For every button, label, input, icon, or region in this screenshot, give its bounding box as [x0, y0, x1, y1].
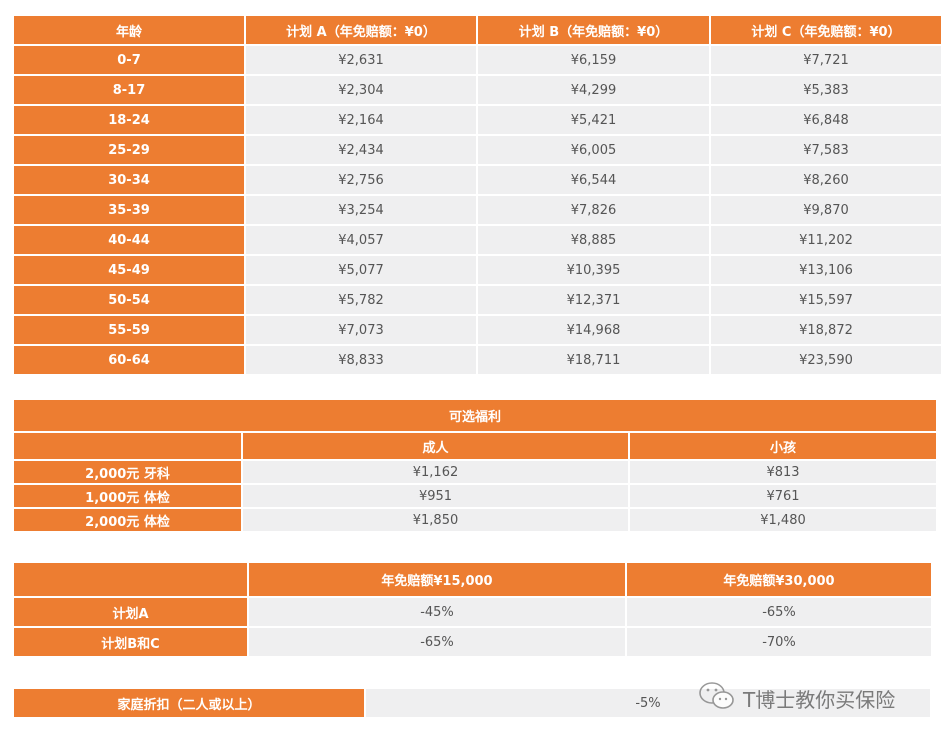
table-cell: ¥6,848: [711, 106, 941, 134]
table-cell: ¥11,202: [711, 226, 941, 254]
family-discount-table: 家庭折扣（二人或以上） -5%: [12, 687, 932, 719]
table-cell: ¥4,057: [246, 226, 476, 254]
table-cell: ¥1,480: [630, 509, 937, 531]
table-cell: ¥1,850: [243, 509, 628, 531]
table-cell: -65%: [627, 598, 931, 626]
table-cell: ¥5,383: [711, 76, 941, 104]
row-label: 0-7: [14, 46, 244, 74]
table-row: 40-44 ¥4,057 ¥8,885 ¥11,202: [14, 226, 941, 254]
table-cell: ¥5,421: [478, 106, 709, 134]
watermark: T博士教你买保险: [697, 680, 895, 717]
wechat-icon: [697, 680, 737, 717]
table-cell: ¥951: [243, 485, 628, 507]
table-cell: ¥3,254: [246, 196, 476, 224]
table-row: 18-24 ¥2,164 ¥5,421 ¥6,848: [14, 106, 941, 134]
column-header: 计划 C（年免赔额：¥0）: [711, 16, 941, 44]
table-row: 2,000元 牙科 ¥1,162 ¥813: [14, 461, 937, 483]
table-cell: ¥813: [630, 461, 937, 483]
header-row: 年龄 计划 A（年免赔额：¥0） 计划 B（年免赔额：¥0） 计划 C（年免赔额：¥0…: [14, 16, 941, 44]
row-label: 2,000元 体检: [14, 509, 241, 531]
deductible-discount-table: 年免赔额¥15,000 年免赔额¥30,000 计划A -45% -65% 计划B和C -6…: [12, 561, 933, 658]
column-header: 计划 B（年免赔额：¥0）: [478, 16, 709, 44]
table-cell: ¥9,870: [711, 196, 941, 224]
column-header: 小孩: [630, 433, 937, 459]
table-cell: ¥7,073: [246, 316, 476, 344]
column-header: [14, 563, 247, 596]
table-row: 60-64 ¥8,833 ¥18,711 ¥23,590: [14, 346, 941, 374]
table-row: 计划B和C -65% -70%: [14, 628, 931, 656]
column-header: 计划 A（年免赔额：¥0）: [246, 16, 476, 44]
table-cell: ¥4,299: [478, 76, 709, 104]
row-label: 35-39: [14, 196, 244, 224]
table-cell: ¥2,631: [246, 46, 476, 74]
table-cell: ¥12,371: [478, 286, 709, 314]
table-row: 30-34 ¥2,756 ¥6,544 ¥8,260: [14, 166, 941, 194]
column-header: [14, 433, 241, 459]
table-cell: ¥10,395: [478, 256, 709, 284]
column-header: 年免赔额¥15,000: [249, 563, 625, 596]
table-cell: -65%: [249, 628, 625, 656]
table-cell: ¥2,164: [246, 106, 476, 134]
row-label: 50-54: [14, 286, 244, 314]
table-cell: ¥13,106: [711, 256, 941, 284]
row-label: 1,000元 体检: [14, 485, 241, 507]
table-row: 35-39 ¥3,254 ¥7,826 ¥9,870: [14, 196, 941, 224]
row-label: 8-17: [14, 76, 244, 104]
table-cell: ¥1,162: [243, 461, 628, 483]
table-cell: ¥2,434: [246, 136, 476, 164]
table-cell: ¥761: [630, 485, 937, 507]
table-cell: ¥8,833: [246, 346, 476, 374]
table-cell: ¥5,077: [246, 256, 476, 284]
table-row: 8-17 ¥2,304 ¥4,299 ¥5,383: [14, 76, 941, 104]
table-cell: ¥8,260: [711, 166, 941, 194]
table-cell: ¥8,885: [478, 226, 709, 254]
table-cell: ¥15,597: [711, 286, 941, 314]
row-label: 计划A: [14, 598, 247, 626]
table-cell: ¥6,544: [478, 166, 709, 194]
table-cell: ¥23,590: [711, 346, 941, 374]
watermark-text: T博士教你买保险: [743, 688, 896, 712]
row-label: 40-44: [14, 226, 244, 254]
row-label: 2,000元 牙科: [14, 461, 241, 483]
table-cell: ¥18,711: [478, 346, 709, 374]
row-label: 18-24: [14, 106, 244, 134]
premium-table: 年龄 计划 A（年免赔额：¥0） 计划 B（年免赔额：¥0） 计划 C（年免赔额：¥0…: [12, 14, 943, 376]
row-label: 计划B和C: [14, 628, 247, 656]
table-cell: ¥6,005: [478, 136, 709, 164]
row-label: 25-29: [14, 136, 244, 164]
table-cell: ¥7,721: [711, 46, 941, 74]
column-header: 年龄: [14, 16, 244, 44]
table-row: 55-59 ¥7,073 ¥14,968 ¥18,872: [14, 316, 941, 344]
table-row: 45-49 ¥5,077 ¥10,395 ¥13,106: [14, 256, 941, 284]
table-row: 2,000元 体检 ¥1,850 ¥1,480: [14, 509, 937, 531]
table-row: 50-54 ¥5,782 ¥12,371 ¥15,597: [14, 286, 941, 314]
optional-benefits-title: 可选福利: [14, 400, 937, 431]
header-row: 年免赔额¥15,000 年免赔额¥30,000: [14, 563, 931, 596]
table-cell: ¥18,872: [711, 316, 941, 344]
table-row: 计划A -45% -65%: [14, 598, 931, 626]
table-cell: ¥5,782: [246, 286, 476, 314]
table-cell: ¥2,756: [246, 166, 476, 194]
family-discount-value: -5%: [366, 689, 930, 717]
header-row: 成人 小孩: [14, 433, 937, 459]
table-row: 25-29 ¥2,434 ¥6,005 ¥7,583: [14, 136, 941, 164]
table-cell: ¥7,826: [478, 196, 709, 224]
column-header: 成人: [243, 433, 628, 459]
row-label: 45-49: [14, 256, 244, 284]
table-cell: ¥6,159: [478, 46, 709, 74]
table-cell: ¥2,304: [246, 76, 476, 104]
table-row: 1,000元 体检 ¥951 ¥761: [14, 485, 937, 507]
table-cell: -45%: [249, 598, 625, 626]
optional-benefits-table: 可选福利 成人 小孩 2,000元 牙科 ¥1,162 ¥813 1,000元 体检 ¥95…: [12, 398, 938, 533]
row-label: 30-34: [14, 166, 244, 194]
table-row: 0-7 ¥2,631 ¥6,159 ¥7,721: [14, 46, 941, 74]
table-cell: ¥14,968: [478, 316, 709, 344]
table-cell: ¥7,583: [711, 136, 941, 164]
row-label: 60-64: [14, 346, 244, 374]
row-label: 55-59: [14, 316, 244, 344]
table-cell: -70%: [627, 628, 931, 656]
column-header: 年免赔额¥30,000: [627, 563, 931, 596]
family-discount-label: 家庭折扣（二人或以上）: [14, 689, 364, 717]
